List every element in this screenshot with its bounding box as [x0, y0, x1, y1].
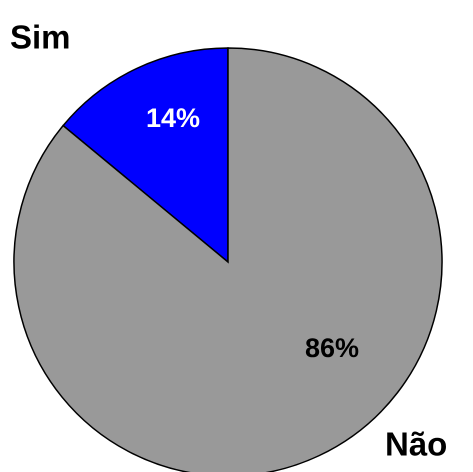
pie-slice [62, 47, 229, 264]
category-label: Sim [10, 19, 71, 56]
value-label: 14% [146, 103, 200, 133]
category-label: Não [385, 426, 447, 463]
value-label: 86% [305, 333, 359, 363]
pie-slice [13, 47, 443, 472]
